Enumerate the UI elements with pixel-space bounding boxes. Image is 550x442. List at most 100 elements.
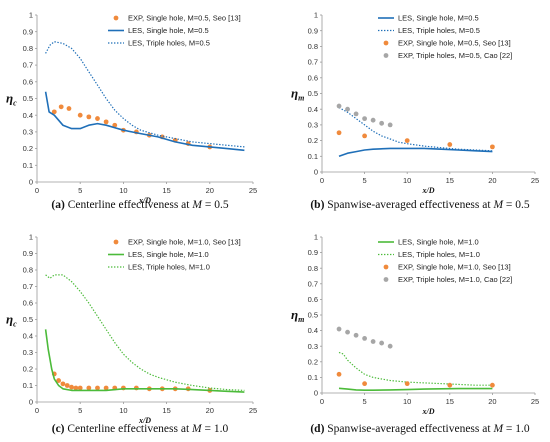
panel-caption: (a) Centerline effectiveness at M = 0.5 [51,199,228,211]
series-3 [336,326,393,349]
legend-entry: EXP, Single hole, M=0.5, Seo [13] [383,39,511,48]
data-point [362,381,367,387]
y-tick-label: 0.4 [308,326,318,335]
legend-entry: EXP, Single hole, M=1.0, Seo [13] [113,238,241,247]
x-tick-label: 15 [162,186,170,195]
y-tick-label: 0.5 [23,315,33,324]
series-line [45,41,245,148]
data-point [73,385,79,391]
series-2 [45,274,245,391]
y-tick-label: 0.9 [23,249,33,258]
chart-panel-c: 00.10.20.30.40.50.60.70.80.910 5 10 15 20 25x… [6,233,257,435]
y-tick-label: 1 [29,233,33,242]
caption-letter: (d) [310,423,324,435]
data-point [379,120,385,126]
x-tick-label: 10 [403,397,411,406]
y-tick-label: 0.5 [23,94,33,103]
legend-entry: LES, Triple holes, M=0.5 [378,26,480,35]
caption-value: = 1.0 [202,423,229,435]
legend-entry: EXP, Single hole, M=0.5, Seo [13] [113,14,241,23]
data-point [103,385,109,391]
series-1 [338,107,493,152]
caption-text: Spanwise-averaged effectiveness at [324,423,493,435]
series-1 [44,329,245,393]
legend-entry: EXP, Single hole, M=1.0, Seo [13] [383,263,511,272]
caption-text: Centerline effectiveness at [65,423,193,435]
x-tick-label: 20 [206,186,214,195]
y-tick-label: 0.4 [23,332,33,341]
x-tick-label: 10 [119,186,127,195]
x-axis-label: x/D [138,416,151,425]
legend-entry: LES, Single hole, M=0.5 [108,26,209,35]
data-point [447,382,453,388]
panel-caption: (b) Spanwise-averaged effectiveness at M… [310,199,530,211]
y-tick-label: 0 [29,398,33,407]
data-point [69,384,74,390]
data-point [336,326,342,332]
caption-value: = 1.0 [503,423,530,435]
y-tick-label: 0.3 [308,121,318,130]
series-0 [338,147,493,158]
legend-label: LES, Triple holes, M=0.5 [128,39,210,48]
data-point [404,381,410,387]
data-point [103,119,109,125]
y-tick-label: 0.1 [23,161,33,170]
y-tick-label: 0.5 [308,89,318,98]
x-tick-label: 15 [446,176,454,185]
data-point [66,106,72,111]
data-point [362,133,367,139]
data-point [490,382,495,388]
data-point [404,138,410,144]
legend-label: LES, Single hole, M=0.5 [398,14,479,23]
caption-letter: (c) [52,423,65,435]
y-tick-label: 0.7 [23,61,33,70]
y-tick-label: 0.6 [23,299,33,308]
data-point [336,103,342,109]
data-point [370,339,376,344]
data-point [362,116,367,122]
legend-label: LES, Triple holes, M=1.0 [128,263,210,272]
data-point [95,116,100,121]
caption-text: Centerline effectiveness at [65,199,193,211]
legend-marker [383,264,389,270]
legend-label: LES, Triple holes, M=0.5 [398,26,480,35]
data-point [51,109,57,115]
y-axis-label: ηm [291,307,304,324]
x-tick-label: 20 [488,397,496,406]
series-1 [338,351,493,386]
x-axis-label: x/D [422,407,435,416]
legend-label: EXP, Single hole, M=0.5, Seo [13] [398,39,511,48]
data-point [56,378,61,383]
data-point [490,144,495,150]
series-1 [44,91,245,152]
series-line [338,351,493,386]
y-tick-label: 0 [314,168,318,177]
legend-label: EXP, Single hole, M=0.5, Seo [13] [128,14,241,23]
x-tick-label: 25 [249,186,257,195]
data-point [345,106,350,112]
chart-panel-b: 00.10.20.30.40.50.60.70.80.910 5 10 15 20 25x… [291,11,539,211]
data-point [86,385,92,391]
data-point [77,385,83,391]
y-axis-label-subscript: c [13,99,17,108]
y-tick-label: 0.9 [308,248,318,257]
legend-marker [113,15,119,21]
caption-value: = 0.5 [202,199,229,211]
data-point [362,336,367,341]
chart-panel-a: 00.10.20.30.40.50.60.70.80.910 5 10 15 20 25x… [6,11,257,211]
legend-label: LES, Single hole, M=0.5 [128,26,209,35]
legend-label: EXP, Triple holes, M=1.0, Cao [22] [398,275,512,284]
legend-label: EXP, Triple holes, M=0.5, Cao [22] [398,51,512,60]
y-tick-label: 0.3 [23,128,33,137]
y-tick-label: 0.3 [308,342,318,351]
caption-variable: M [191,423,203,435]
y-tick-label: 0.5 [308,311,318,320]
y-tick-label: 0 [314,389,318,398]
y-axis-label: ηm [291,86,304,103]
caption-variable: M [492,199,504,211]
legend-entry: LES, Triple holes, M=1.0 [378,250,480,259]
chart-panel-d: 00.10.20.30.40.50.60.70.80.910 5 10 15 20 25x… [291,233,539,435]
y-tick-label: 0.9 [308,26,318,35]
y-tick-label: 0.2 [23,144,33,153]
legend-label: EXP, Single hole, M=1.0, Seo [13] [128,238,241,247]
